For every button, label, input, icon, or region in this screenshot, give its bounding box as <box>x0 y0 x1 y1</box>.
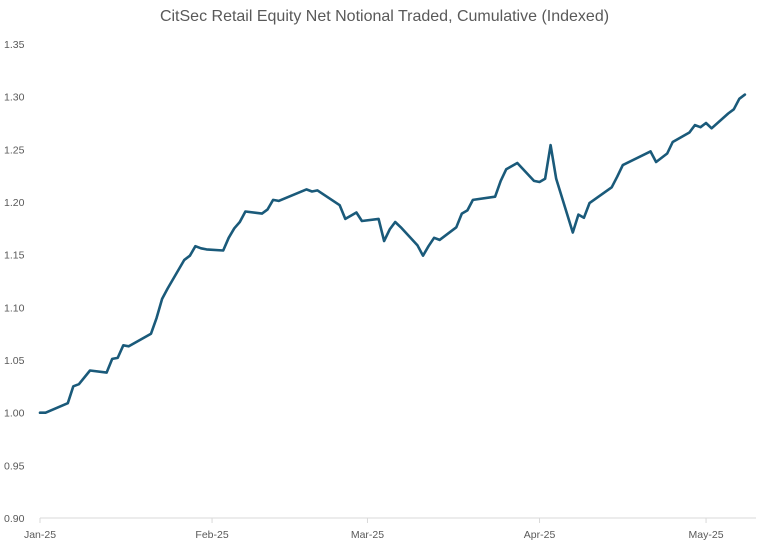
y-tick-label: 1.05 <box>4 355 25 367</box>
x-tick-label: Feb-25 <box>195 529 228 541</box>
x-tick-label: May-25 <box>689 529 724 541</box>
y-tick-label: 1.00 <box>4 408 25 420</box>
y-tick-label: 1.20 <box>4 197 25 209</box>
y-tick-label: 1.10 <box>4 302 25 314</box>
y-tick-label: 1.25 <box>4 144 25 156</box>
y-tick-label: 0.90 <box>4 513 25 525</box>
chart-title: CitSec Retail Equity Net Notional Traded… <box>159 8 610 25</box>
x-tick-label: Mar-25 <box>351 529 384 541</box>
series-line <box>38 93 747 415</box>
y-tick-label: 1.30 <box>4 92 25 104</box>
y-tick-label: 1.35 <box>4 39 25 51</box>
y-tick-label: 0.95 <box>4 460 25 472</box>
x-tick-label: Apr-25 <box>524 529 556 541</box>
x-tick-label: Jan-25 <box>24 529 56 541</box>
y-tick-label: 1.15 <box>4 250 25 262</box>
